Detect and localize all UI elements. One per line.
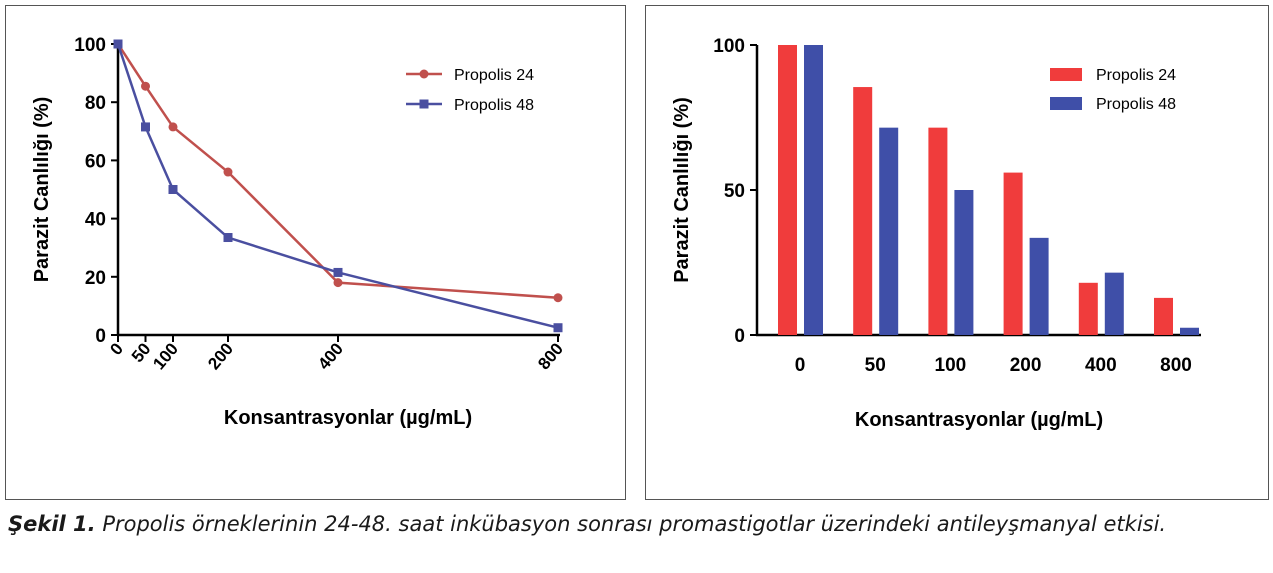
x-tick-label: 50 <box>865 355 886 376</box>
x-tick-label: 200 <box>204 339 237 373</box>
data-point <box>333 267 343 277</box>
x-tick-label: 0 <box>795 355 806 376</box>
y-tick-label: 100 <box>713 36 745 57</box>
caption-text: Propolis örneklerinin 24-48. saat inküba… <box>95 512 1167 536</box>
x-tick-label: 0 <box>106 339 127 358</box>
bar-chart: 0 50 100 0 50 100 200 400 800 Konsantrasyonlar (µ… <box>671 36 1201 431</box>
bar <box>853 87 873 335</box>
data-point <box>333 278 343 288</box>
y-tick-label: 100 <box>74 35 106 56</box>
y-tick-label: 0 <box>95 326 106 347</box>
bar <box>1003 172 1023 335</box>
bar-chart-panel: 0 50 100 0 50 100 200 400 800 Konsantrasyonlar (µ… <box>645 5 1269 500</box>
x-tick-label: 100 <box>149 339 182 373</box>
y-tick-label: 0 <box>734 326 745 347</box>
data-point <box>553 323 563 333</box>
data-point <box>168 185 178 194</box>
legend-label: Propolis 24 <box>1096 67 1176 84</box>
y-tick-label: 80 <box>85 93 106 114</box>
figure-caption: Şekil 1. Propolis örneklerinin 24-48. sa… <box>8 512 1268 536</box>
x-tick-label: 100 <box>935 355 967 376</box>
bar <box>1180 327 1199 335</box>
x-tick-label: 200 <box>1010 355 1042 376</box>
x-tick-label: 800 <box>1160 355 1192 376</box>
data-point <box>168 122 178 132</box>
legend-label: Propolis 24 <box>454 67 534 84</box>
x-tick-label: 400 <box>1085 355 1117 376</box>
y-tick-label: 20 <box>85 268 106 289</box>
series-line <box>116 43 559 299</box>
legend-swatch <box>1050 68 1082 81</box>
y-axis-title: Parazit Canlılığı (%) <box>31 97 53 283</box>
bar <box>778 45 797 335</box>
y-axis-title: Parazit Canlılığı (%) <box>671 97 693 283</box>
x-tick-label: 800 <box>534 339 567 373</box>
data-point <box>223 233 233 243</box>
x-tick-label: 400 <box>314 339 347 373</box>
bar <box>928 127 948 336</box>
x-axis-title: Konsantrasyonlar (µg/mL) <box>855 409 1103 431</box>
x-axis-title: Konsantrasyonlar (µg/mL) <box>224 407 472 429</box>
legend-label: Propolis 48 <box>454 97 534 114</box>
legend-marker <box>419 69 429 79</box>
bar <box>879 127 899 336</box>
bar <box>1029 237 1049 335</box>
caption-label: Şekil 1. <box>8 512 96 536</box>
data-point <box>141 81 150 91</box>
series-line <box>116 43 559 329</box>
data-point <box>553 293 563 303</box>
y-tick-label: 50 <box>724 181 745 202</box>
line-chart-panel: 0 20 40 60 80 100 0 50 100 200 400 800 Konsantrasyon… <box>5 5 626 500</box>
legend-label: Propolis 48 <box>1096 96 1176 113</box>
y-tick-label: 60 <box>85 151 106 172</box>
legend-swatch <box>1050 97 1082 110</box>
bar <box>954 190 974 335</box>
data-point <box>113 39 123 49</box>
legend-marker <box>419 99 429 109</box>
y-tick-label: 40 <box>85 210 106 231</box>
bar <box>1154 297 1173 335</box>
data-point <box>141 122 150 132</box>
bar <box>1104 272 1124 335</box>
bar <box>804 45 823 335</box>
data-point <box>223 167 233 177</box>
bar <box>1078 282 1098 335</box>
